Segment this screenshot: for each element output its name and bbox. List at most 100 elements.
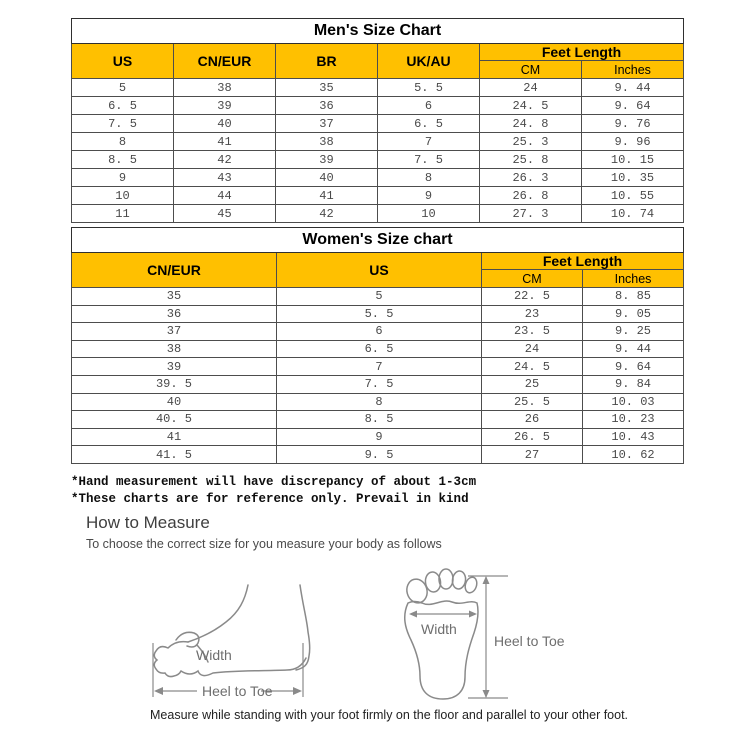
table-cell: 10. 35 xyxy=(580,168,685,187)
womens-size-table: Women's Size chart CN/EUR US Feet Length… xyxy=(70,227,685,464)
table-cell: 9. 5 xyxy=(276,445,482,464)
table-cell: 9. 44 xyxy=(580,78,685,97)
mens-table-header-row: US CN/EUR BR UK/AU Feet Length xyxy=(71,43,685,79)
table-cell: 6. 5 xyxy=(276,339,482,359)
womens-table-title: Women's Size chart xyxy=(70,227,685,253)
table-cell: 7 xyxy=(276,357,482,376)
table-cell: 39 xyxy=(275,150,378,169)
table-cell: 10. 74 xyxy=(580,204,685,223)
table-cell: 26. 8 xyxy=(479,186,582,205)
width-band xyxy=(175,631,200,648)
table-cell: 40 xyxy=(71,392,277,412)
toe-4 xyxy=(451,570,467,590)
table-row: 41 9 26. 5 10. 43 xyxy=(71,427,685,447)
table-cell: 6. 5 xyxy=(377,114,480,133)
inches-subheader: Inches xyxy=(581,269,685,288)
table-cell: 41. 5 xyxy=(71,445,277,464)
table-cell: 24 xyxy=(479,78,582,97)
table-row: 41. 5 9. 5 27 10. 62 xyxy=(71,445,685,464)
col-header-br: BR xyxy=(275,43,378,79)
table-cell: 9 xyxy=(276,427,482,447)
col-header-us: US xyxy=(71,43,174,79)
width-arrowhead-left xyxy=(409,610,417,618)
table-row: 36 5. 5 23 9. 05 xyxy=(71,304,685,324)
table-cell: 45 xyxy=(173,204,276,223)
table-cell: 36 xyxy=(71,304,277,324)
feet-length-header: Feet Length xyxy=(478,43,685,61)
side-view-foot-diagram xyxy=(153,584,311,678)
table-cell: 6 xyxy=(377,96,480,115)
table-cell: 40 xyxy=(173,114,276,133)
table-cell: 10. 43 xyxy=(581,427,685,447)
table-cell: 5 xyxy=(276,287,482,306)
table-cell: 7 xyxy=(377,132,480,151)
toe-3 xyxy=(438,568,454,590)
table-cell: 9 xyxy=(377,186,480,205)
heel-to-toe-label: Heel to Toe xyxy=(202,683,273,699)
table-cell: 36 xyxy=(275,96,378,115)
table-cell: 37 xyxy=(275,114,378,133)
table-cell: 9. 25 xyxy=(581,322,685,341)
table-cell: 11 xyxy=(71,204,174,223)
table-row: 6. 5 39 36 6 24. 5 9. 64 xyxy=(71,96,685,115)
width-arrowhead-right xyxy=(469,610,477,618)
note-line-2: *These charts are for reference only. Pr… xyxy=(71,492,469,506)
table-row: 10 44 41 9 26. 8 10. 55 xyxy=(71,186,685,205)
table-cell: 9. 64 xyxy=(581,357,685,376)
table-cell: 10. 62 xyxy=(581,445,685,464)
table-cell: 9. 76 xyxy=(580,114,685,133)
table-cell: 24 xyxy=(481,339,583,359)
table-cell: 10 xyxy=(71,186,174,205)
sole-outline xyxy=(403,600,479,700)
table-cell: 8. 5 xyxy=(276,410,482,429)
table-cell: 8 xyxy=(276,392,482,412)
table-cell: 8. 85 xyxy=(581,287,685,306)
mens-table-title: Men's Size Chart xyxy=(70,18,685,44)
table-cell: 9. 44 xyxy=(581,339,685,359)
mens-table-title-row: Men's Size Chart xyxy=(70,18,685,44)
womens-table-header-row: CN/EUR US Feet Length xyxy=(71,252,685,288)
foot-measurement-diagrams: Width Heel to Toe Width Heel to Toe xyxy=(152,568,565,700)
table-cell: 42 xyxy=(275,204,378,223)
table-cell: 41 xyxy=(71,427,277,447)
table-cell: 41 xyxy=(173,132,276,151)
table-cell: 5. 5 xyxy=(377,78,480,97)
table-row: 39. 5 7. 5 25 9. 84 xyxy=(71,374,685,394)
toe-2 xyxy=(424,571,442,593)
top-view-foot-diagram xyxy=(403,568,479,700)
col-header-uk-au: UK/AU xyxy=(377,43,480,79)
table-cell: 38 xyxy=(71,339,277,359)
heel-outline xyxy=(295,584,311,671)
table-cell: 39 xyxy=(173,96,276,115)
mens-size-table: Men's Size Chart US CN/EUR BR UK/AU Feet… xyxy=(70,18,685,223)
table-row: 39 7 24. 5 9. 64 xyxy=(71,357,685,376)
table-cell: 5. 5 xyxy=(276,304,482,324)
table-row: 35 5 22. 5 8. 85 xyxy=(71,287,685,306)
table-cell: 26. 5 xyxy=(481,427,583,447)
col-header-cn-eur: CN/EUR xyxy=(173,43,276,79)
table-cell: 6 xyxy=(276,322,482,341)
table-cell: 25. 3 xyxy=(479,132,582,151)
cm-subheader: CM xyxy=(479,60,582,79)
table-cell: 41 xyxy=(275,186,378,205)
table-cell: 27. 3 xyxy=(479,204,582,223)
inches-subheader: Inches xyxy=(580,60,685,79)
table-cell: 10. 03 xyxy=(581,392,685,412)
table-cell: 40. 5 xyxy=(71,410,277,429)
heel-to-toe-label: Heel to Toe xyxy=(494,633,565,649)
table-row: 40. 5 8. 5 26 10. 23 xyxy=(71,410,685,429)
table-cell: 40 xyxy=(275,168,378,187)
table-row: 9 43 40 8 26. 3 10. 35 xyxy=(71,168,685,187)
table-cell: 22. 5 xyxy=(481,287,583,306)
top-view-measure xyxy=(411,575,508,699)
col-header-us: US xyxy=(276,252,482,288)
width-band-leader xyxy=(196,644,209,663)
toe-5 xyxy=(464,576,478,594)
feet-length-header: Feet Length xyxy=(480,252,685,270)
table-cell: 26 xyxy=(481,410,583,429)
table-cell: 27 xyxy=(481,445,583,464)
notes-block: *Hand measurement will have discrepancy … xyxy=(71,474,476,508)
table-cell: 37 xyxy=(71,322,277,341)
table-cell: 23 xyxy=(481,304,583,324)
table-cell: 24. 5 xyxy=(479,96,582,115)
